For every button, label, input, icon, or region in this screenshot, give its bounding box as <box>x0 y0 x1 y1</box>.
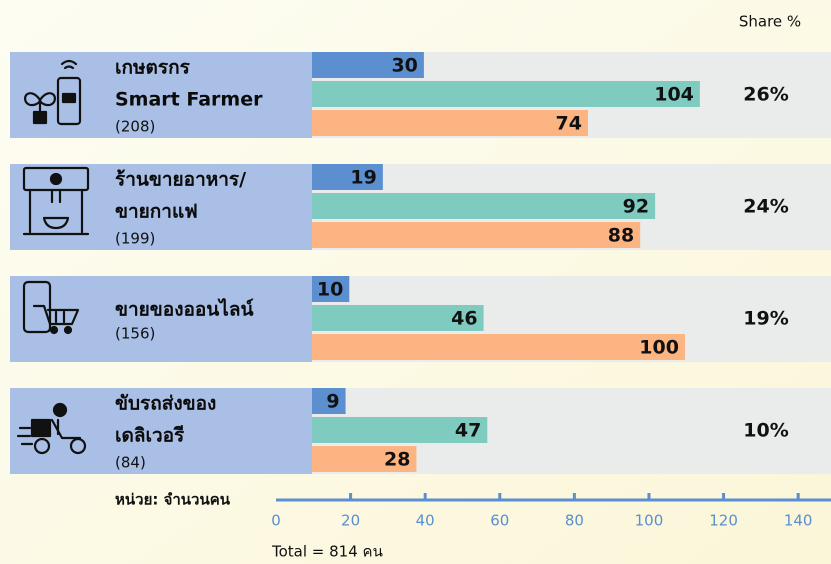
value-label: 28 <box>384 449 410 471</box>
value-label: 30 <box>391 55 417 77</box>
share-label: 10% <box>743 420 788 442</box>
label-panel <box>10 276 312 362</box>
bar <box>312 305 484 331</box>
category-label: ขายของออนไลน์ <box>115 298 254 321</box>
bar <box>312 388 346 414</box>
bar <box>312 193 656 219</box>
x-tick-label: 120 <box>709 512 738 530</box>
value-label: 88 <box>608 225 634 247</box>
farmer-icon <box>24 59 82 126</box>
label-panel <box>10 388 312 474</box>
category-label: ขับรถส่งของ <box>115 393 216 415</box>
group-total: (156) <box>115 325 155 343</box>
share-header: Share % <box>739 13 801 31</box>
category-label: เกษตรกร <box>115 57 191 79</box>
category-label: Smart Farmer <box>115 89 263 111</box>
value-label: 10 <box>317 279 343 301</box>
x-tick-label: 100 <box>635 512 664 530</box>
value-label: 92 <box>623 196 649 218</box>
bar <box>312 52 424 78</box>
share-label: 24% <box>743 196 788 218</box>
x-tick-label: 20 <box>341 512 360 530</box>
bar <box>312 276 350 302</box>
value-label: 104 <box>654 84 694 106</box>
x-tick-label: 60 <box>490 512 509 530</box>
x-tick-label: 140 <box>784 512 813 530</box>
delivery-icon <box>16 402 87 455</box>
bar <box>312 417 488 443</box>
value-label: 47 <box>455 420 481 442</box>
share-label: 19% <box>743 308 788 330</box>
x-tick-label: 40 <box>416 512 435 530</box>
icons <box>16 59 90 455</box>
group-total: (208) <box>115 118 155 136</box>
category-label: เดลิเวอรี <box>115 425 185 447</box>
category-label: ร้านขายอาหาร/ <box>115 169 246 191</box>
value-label: 100 <box>639 337 679 359</box>
bar <box>312 446 417 472</box>
group-total: (199) <box>115 230 155 248</box>
bar <box>312 164 383 190</box>
x-tick-label: 80 <box>565 512 584 530</box>
bar <box>312 81 700 107</box>
online-icon <box>22 280 80 335</box>
bar <box>312 110 588 136</box>
category-label: ขายกาแฟ <box>115 201 198 223</box>
x-axis-label: หน่วย: จำนวนคน <box>115 491 231 509</box>
bar <box>312 222 641 248</box>
footer: Total = 814 คน <box>271 543 383 561</box>
value-label: 46 <box>451 308 477 330</box>
share-label: 26% <box>743 84 788 106</box>
value-label: 9 <box>326 391 339 413</box>
value-label: 74 <box>556 113 582 135</box>
value-label: 19 <box>350 167 376 189</box>
x-tick-label: 0 <box>271 512 281 530</box>
bar <box>312 334 685 360</box>
group-total: (84) <box>115 454 146 472</box>
cafe-icon <box>22 166 90 236</box>
